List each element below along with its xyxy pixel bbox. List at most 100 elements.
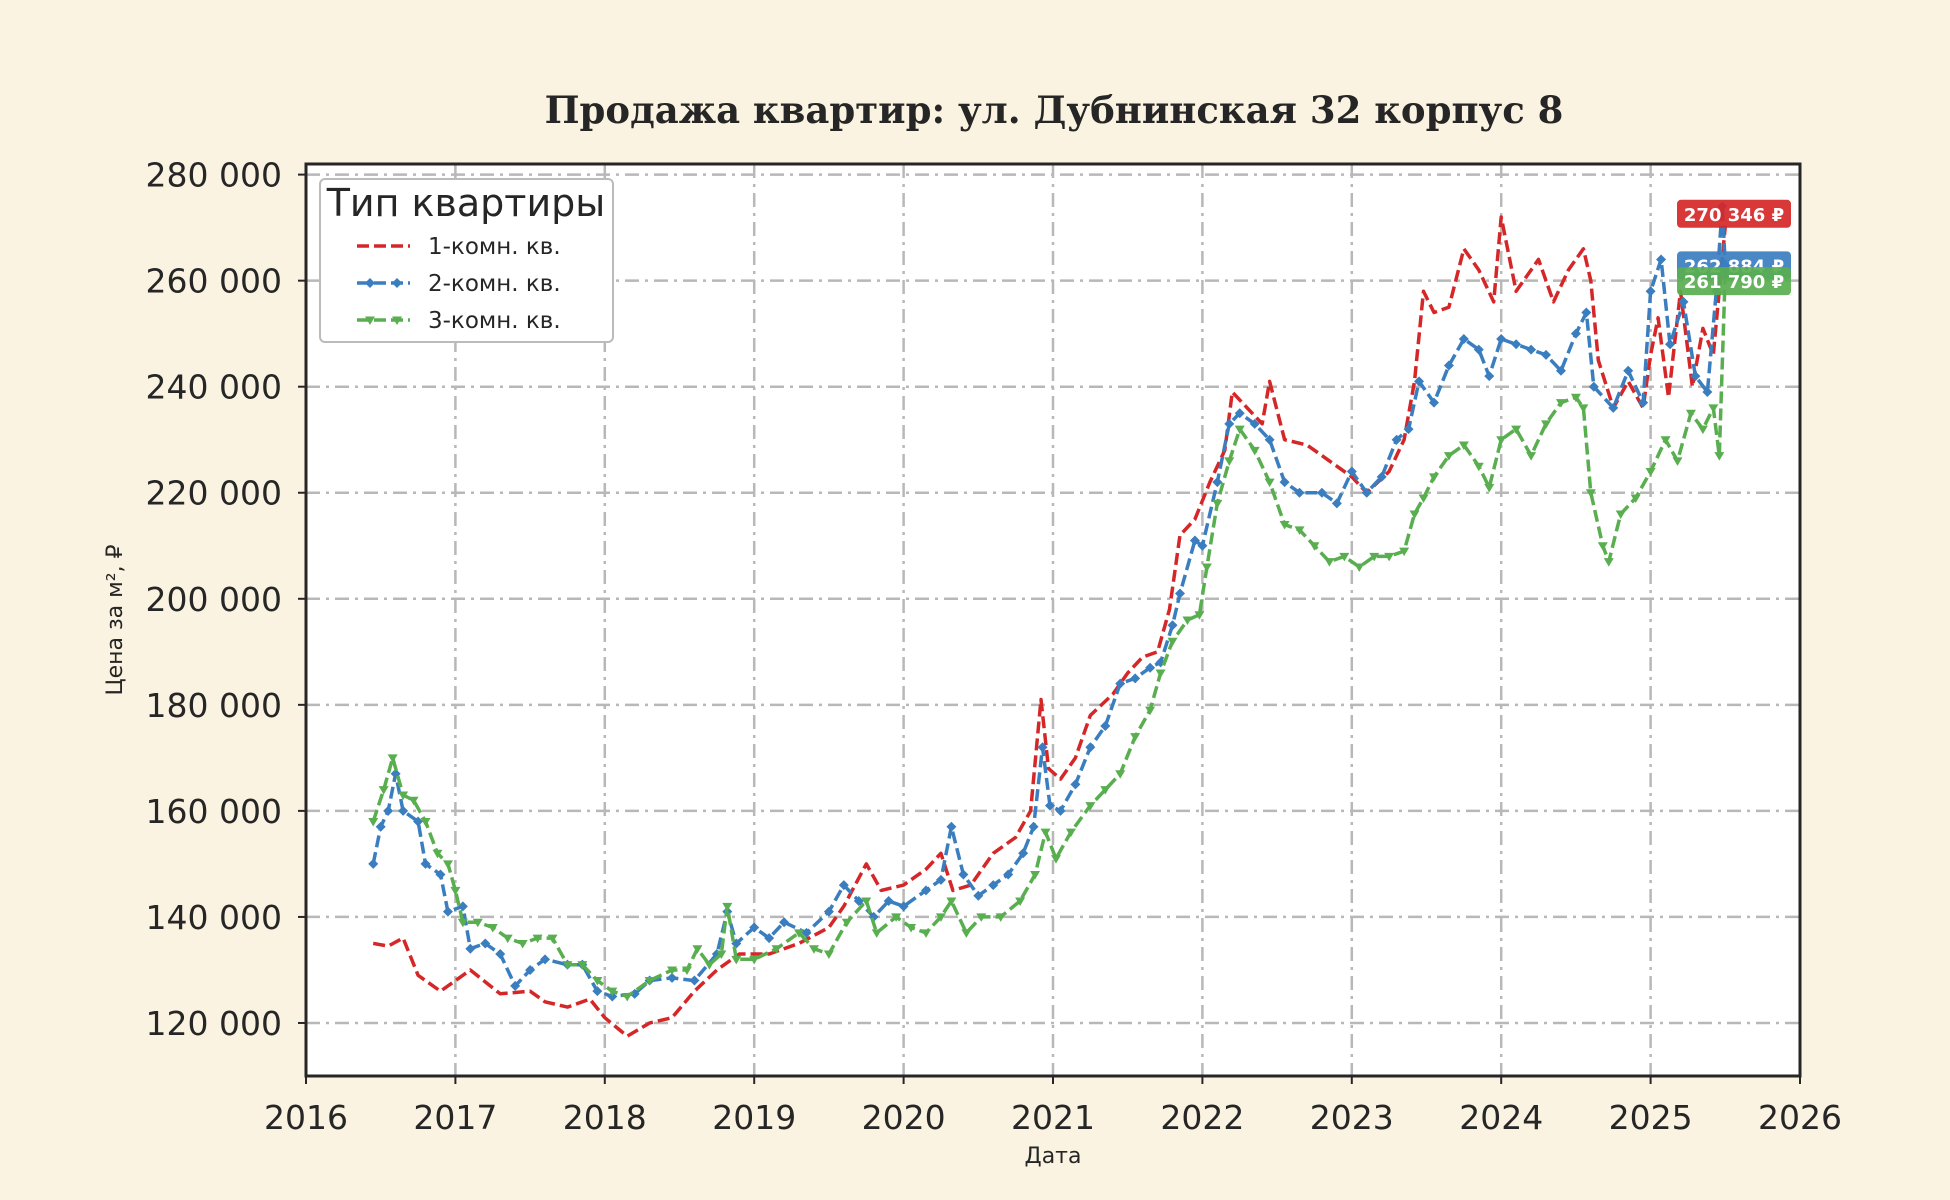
y-tick-label: 220 000 xyxy=(146,474,282,513)
data-point xyxy=(1630,494,1641,504)
y-tick-label: 260 000 xyxy=(146,262,282,301)
data-point xyxy=(1100,721,1111,732)
data-point xyxy=(906,924,917,933)
series-lines xyxy=(368,201,1731,1038)
x-tick-label: 2018 xyxy=(563,1098,647,1137)
data-point xyxy=(1212,499,1223,509)
data-point xyxy=(502,934,513,944)
data-point xyxy=(1428,397,1439,408)
data-point xyxy=(1264,478,1275,488)
data-point xyxy=(1660,436,1671,445)
data-point xyxy=(450,886,461,896)
data-point xyxy=(1085,742,1096,753)
data-point xyxy=(1361,487,1372,498)
data-point xyxy=(487,924,498,933)
data-point xyxy=(1115,770,1126,779)
data-point xyxy=(1638,397,1649,408)
data-point xyxy=(622,992,633,1002)
data-point xyxy=(442,860,453,869)
data-point xyxy=(853,896,864,907)
data-point xyxy=(1473,462,1484,472)
legend-items: 1-комн. кв. 2-комн. кв. 3-комн. кв. xyxy=(357,234,561,334)
data-point xyxy=(398,805,409,816)
data-point xyxy=(457,918,468,928)
data-point xyxy=(1603,558,1614,567)
data-point xyxy=(1391,434,1402,445)
legend-label: 1-комн. кв. xyxy=(428,234,561,260)
data-point xyxy=(562,961,573,970)
data-point xyxy=(1309,542,1320,551)
data-point xyxy=(722,902,733,912)
data-point xyxy=(1384,552,1395,562)
legend-label: 2-комн. кв. xyxy=(428,271,561,297)
data-point xyxy=(480,938,491,949)
data-point xyxy=(607,987,618,997)
x-tick-label: 2024 xyxy=(1459,1098,1543,1137)
series-3 xyxy=(368,267,1731,1002)
data-point xyxy=(1030,871,1041,880)
data-point xyxy=(1608,402,1619,413)
data-point xyxy=(1597,542,1608,551)
data-point xyxy=(1484,483,1495,493)
data-point xyxy=(1581,307,1592,318)
data-point xyxy=(1354,563,1365,572)
data-point xyxy=(898,901,909,912)
data-point xyxy=(432,849,443,859)
y-axis-label: Цена за м², ₽ xyxy=(103,544,128,695)
data-point xyxy=(1541,420,1552,429)
data-point xyxy=(1015,897,1026,907)
data-point xyxy=(1339,552,1350,562)
y-tick-label: 180 000 xyxy=(146,686,282,725)
x-tick-label: 2022 xyxy=(1160,1098,1244,1137)
data-point xyxy=(1018,848,1029,859)
data-point xyxy=(510,980,521,991)
data-point xyxy=(1511,339,1522,350)
end-label-box xyxy=(1677,267,1791,296)
data-point xyxy=(1055,805,1066,816)
data-point xyxy=(1279,477,1290,488)
data-point xyxy=(1443,360,1454,371)
data-point xyxy=(577,961,588,970)
data-point xyxy=(1115,678,1126,689)
y-tick-label: 120 000 xyxy=(146,1004,282,1043)
data-point xyxy=(435,869,446,880)
legend-marker xyxy=(365,316,375,325)
data-point xyxy=(681,966,692,975)
data-point xyxy=(794,929,805,938)
data-point xyxy=(1182,616,1193,625)
data-point xyxy=(667,972,678,983)
data-point xyxy=(1145,662,1156,673)
data-point xyxy=(1376,471,1387,482)
legend-marker xyxy=(392,316,402,325)
data-point xyxy=(958,869,969,880)
x-tick-label: 2025 xyxy=(1609,1098,1693,1137)
data-point xyxy=(1672,457,1683,466)
x-axis-ticks: 2016 2017 2018 2019 2020 2021 2022 2023 2024 2025… xyxy=(264,1076,1842,1137)
data-point xyxy=(731,955,742,965)
data-point xyxy=(1714,452,1725,461)
data-point xyxy=(961,929,972,938)
data-point xyxy=(973,890,984,901)
data-point xyxy=(946,897,957,907)
data-point xyxy=(1578,404,1589,413)
data-point xyxy=(1656,254,1667,265)
x-tick-label: 2021 xyxy=(1011,1098,1095,1137)
data-point xyxy=(1511,425,1522,435)
data-point xyxy=(1570,328,1581,339)
legend-box xyxy=(319,178,614,343)
data-point xyxy=(1428,473,1439,482)
data-point xyxy=(1040,828,1051,838)
x-axis-label: Дата xyxy=(1025,1144,1082,1169)
data-point xyxy=(1403,424,1414,435)
data-point xyxy=(667,966,678,975)
data-point xyxy=(1316,487,1327,498)
data-point xyxy=(946,821,957,832)
data-point xyxy=(1324,558,1335,567)
data-point xyxy=(1045,800,1056,811)
data-point xyxy=(692,945,703,954)
x-tick-label: 2016 xyxy=(264,1098,348,1137)
data-point xyxy=(921,885,932,896)
data-point xyxy=(378,786,389,795)
data-point xyxy=(540,954,551,965)
data-point xyxy=(1100,786,1111,795)
